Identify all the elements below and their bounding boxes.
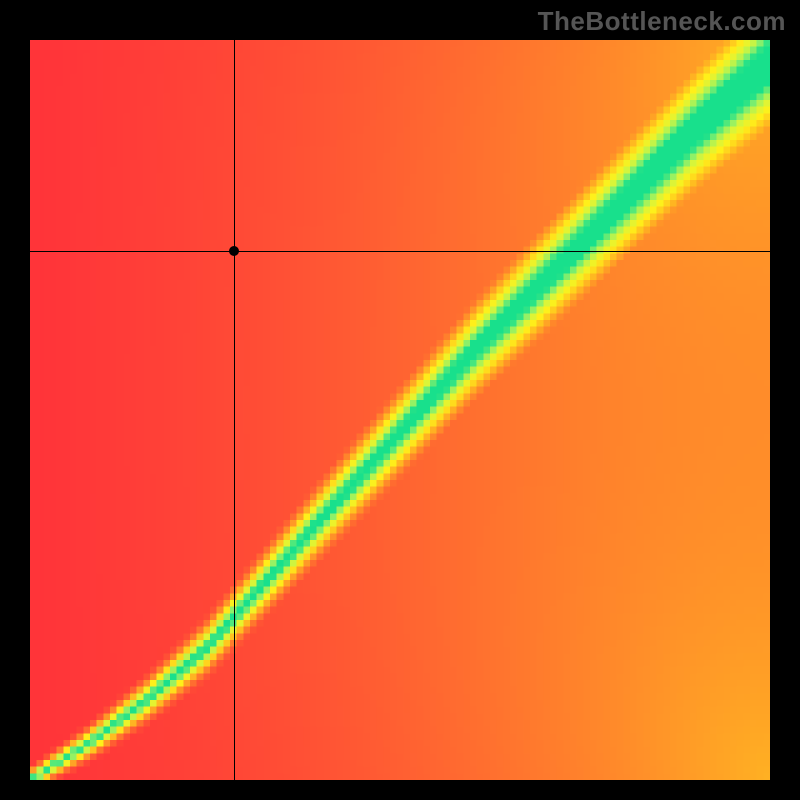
watermark-text: TheBottleneck.com	[538, 6, 786, 37]
crosshair-vertical	[234, 40, 235, 780]
marker-dot	[229, 246, 239, 256]
chart-container: TheBottleneck.com	[0, 0, 800, 800]
heatmap-canvas	[30, 40, 770, 780]
heatmap-plot-area	[30, 40, 770, 780]
crosshair-horizontal	[30, 251, 770, 252]
